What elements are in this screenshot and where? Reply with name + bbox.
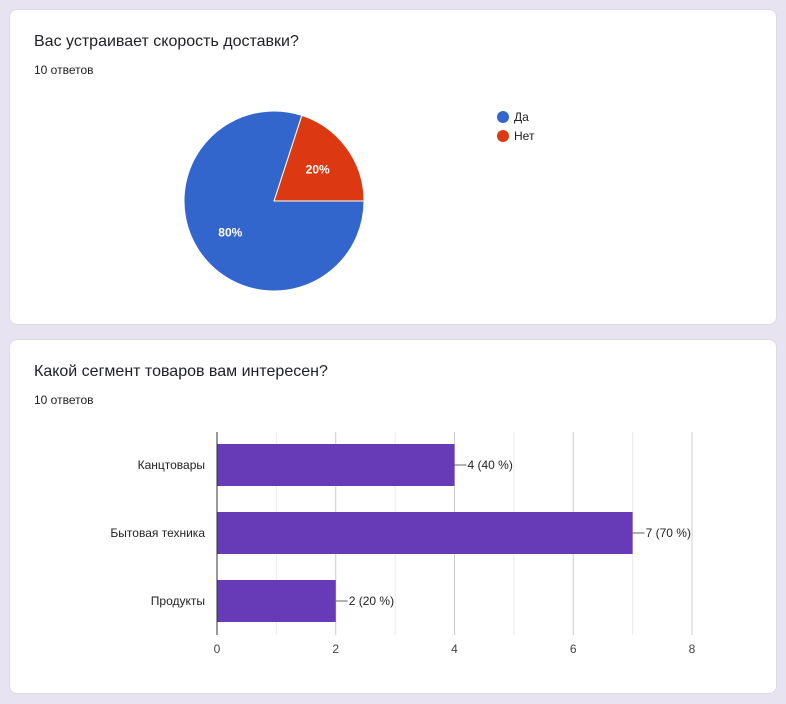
legend-marker-1 <box>497 130 509 142</box>
legend-marker-0 <box>497 111 509 123</box>
x-tick-label-3: 6 <box>570 642 577 656</box>
response-count: 10 ответов <box>34 393 94 407</box>
x-tick-label-1: 2 <box>332 642 339 656</box>
category-label-0: Канцтовары <box>138 458 205 472</box>
legend-label-1: Нет <box>514 129 535 143</box>
data-label-1: 7 (70 %) <box>646 526 691 540</box>
category-label-2: Продукты <box>151 594 205 608</box>
pie-slice-label-0: 80% <box>218 226 242 240</box>
category-label-1: Бытовая техника <box>110 526 205 540</box>
question-card-delivery-speed: Вас устраивает скорость доставки? 10 отв… <box>9 9 777 325</box>
pie-chart: 20% 80% Да Нет <box>183 110 535 292</box>
question-title: Вас устраивает скорость доставки? <box>34 33 299 50</box>
pie-slice-1 <box>273 114 365 202</box>
response-count: 10 ответов <box>34 63 94 77</box>
bar-2 <box>217 580 336 622</box>
pie-slice-label-1: 20% <box>306 162 330 176</box>
data-label-0: 4 (40 %) <box>468 458 513 472</box>
pie-slice-0 <box>183 110 365 292</box>
data-label-2: 2 (20 %) <box>349 594 394 608</box>
bar-0 <box>217 444 455 486</box>
legend-label-0: Да <box>514 110 529 124</box>
x-tick-label-2: 4 <box>451 642 458 656</box>
x-tick-label-4: 8 <box>689 642 696 656</box>
question-card-product-segment: Какой сегмент товаров вам интересен? 10 … <box>9 339 777 694</box>
x-tick-label-0: 0 <box>214 642 221 656</box>
question-title: Какой сегмент товаров вам интересен? <box>34 363 328 380</box>
bar-1 <box>217 512 633 554</box>
bar-chart: 0 2 4 6 8 Канцтовары 4 (40 %) Бытовая техника 7 … <box>110 432 696 656</box>
